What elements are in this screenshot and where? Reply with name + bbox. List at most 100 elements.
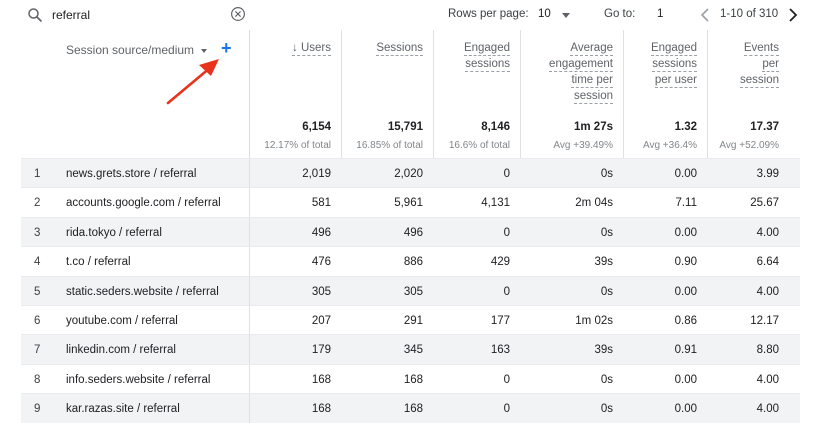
column-divider	[249, 306, 250, 335]
table-row[interactable]: 2 accounts.google.com / referral 581 5,961 4…	[21, 187, 800, 218]
clear-search-icon[interactable]	[229, 5, 247, 23]
rows-per-page-label: Rows per page:	[448, 8, 529, 20]
table-row[interactable]: 4 t.co / referral 476 886 429 39s 0.90 6.64	[21, 246, 800, 277]
row-index: 1	[34, 168, 41, 180]
rows-per-page-select[interactable]: 10	[538, 6, 578, 24]
table-row[interactable]: 7 linkedin.com / referral 179 345 163 39s 0.91…	[21, 334, 800, 365]
column-divider	[249, 159, 250, 188]
column-divider	[520, 30, 521, 158]
cell-users: 305	[311, 285, 331, 298]
cell-avg-engagement-time: 2m 04s	[575, 197, 613, 210]
column-header-text: sessions	[465, 58, 510, 72]
cell-users: 179	[311, 344, 331, 357]
row-index: 6	[34, 315, 41, 327]
row-index: 9	[34, 403, 41, 416]
dimension-header[interactable]: Session source/medium	[66, 43, 195, 57]
column-header-events-per-session[interactable]: Events per session	[713, 40, 779, 88]
rows-per-page-value: 10	[538, 8, 551, 20]
column-header-engaged-sessions[interactable]: Engaged sessions	[439, 40, 510, 72]
row-source-medium: static.seders.website / referral	[66, 285, 219, 298]
search-input[interactable]: referral	[52, 8, 91, 22]
column-divider	[249, 217, 250, 247]
column-header-text: Events	[743, 42, 779, 56]
cell-avg-engagement-time: 0s	[600, 403, 613, 416]
cell-avg-engagement-time: 39s	[594, 344, 613, 357]
search-icon	[28, 8, 42, 22]
column-total: 15,791	[387, 121, 423, 133]
column-header-text: Sessions	[376, 42, 423, 56]
cell-sessions: 496	[403, 226, 423, 239]
row-source-medium: kar.razas.site / referral	[66, 403, 180, 416]
dimension-dropdown-icon[interactable]	[201, 49, 207, 53]
cell-engaged-per-user: 0.91	[674, 344, 697, 357]
column-header-text: session	[574, 90, 613, 104]
pagination-range: 1-10 of 310	[720, 8, 779, 20]
table-toolbar: referral Rows per page: 10 Go to: 1-10 o…	[0, 0, 823, 30]
column-total-subtext: Avg +52.09%	[719, 140, 779, 151]
row-index: 8	[34, 373, 41, 386]
cell-events-per-session: 12.17	[750, 315, 779, 327]
cell-engaged-sessions: 0	[503, 168, 510, 180]
column-header-users[interactable]: ↓ Users	[255, 40, 331, 56]
column-header-sessions[interactable]: Sessions	[347, 40, 423, 56]
previous-page-icon[interactable]	[698, 6, 712, 24]
table-header: Session source/medium + ↓ Users 6,154 12.1…	[0, 30, 823, 158]
cell-engaged-sessions: 0	[503, 403, 510, 416]
row-index: 2	[34, 197, 41, 210]
goto-page-input[interactable]	[654, 5, 690, 23]
cell-avg-engagement-time: 0s	[600, 285, 613, 298]
cell-avg-engagement-time: 1m 02s	[575, 315, 613, 327]
chevron-down-icon	[562, 13, 570, 18]
cell-sessions: 886	[403, 256, 423, 269]
add-dimension-icon[interactable]: +	[221, 38, 232, 58]
column-header-avg-engagement-time[interactable]: Average engagement time per session	[526, 40, 613, 104]
cell-engaged-sessions: 0	[503, 373, 510, 386]
cell-engaged-per-user: 0.00	[674, 373, 697, 386]
cell-sessions: 291	[403, 315, 423, 327]
next-page-icon[interactable]	[786, 6, 800, 24]
column-header-text: Average	[570, 42, 613, 56]
table-row[interactable]: 6 youtube.com / referral 207 291 177 1m 02s 0.…	[21, 305, 800, 335]
row-source-medium: info.seders.website / referral	[66, 373, 211, 386]
column-divider	[249, 30, 250, 158]
cell-engaged-sessions: 163	[490, 344, 510, 357]
column-header-text: Engaged	[463, 42, 510, 56]
column-divider	[623, 30, 624, 158]
cell-engaged-per-user: 0.00	[674, 226, 697, 239]
cell-engaged-per-user: 0.00	[674, 285, 697, 298]
cell-avg-engagement-time: 0s	[600, 226, 613, 239]
column-total: 6,154	[302, 121, 331, 133]
row-index: 5	[34, 285, 41, 298]
cell-sessions: 168	[403, 403, 423, 416]
table-row[interactable]: 3 rida.tokyo / referral 496 496 0 0s 0.00 4.00	[21, 216, 800, 247]
cell-events-per-session: 4.00	[756, 226, 779, 239]
table-row[interactable]: 8 info.seders.website / referral 168 168 0 0s…	[21, 363, 800, 394]
cell-users: 168	[311, 403, 331, 416]
row-source-medium: linkedin.com / referral	[66, 344, 176, 357]
column-total-subtext: Avg +36.4%	[642, 140, 697, 151]
column-total-subtext: 12.17% of total	[264, 140, 331, 151]
column-header-text: per user	[654, 74, 697, 88]
table-row[interactable]: 1 news.grets.store / referral 2,019 2,020 0 0…	[21, 158, 800, 188]
cell-engaged-per-user: 0.86	[674, 315, 697, 327]
cell-users: 581	[311, 197, 331, 210]
cell-users: 2,019	[302, 168, 331, 180]
cell-engaged-per-user: 0.00	[674, 403, 697, 416]
column-divider	[249, 364, 250, 394]
table-row[interactable]: 9 kar.razas.site / referral 168 168 0 0s 0.00 4…	[21, 393, 800, 423]
cell-events-per-session: 25.67	[750, 197, 779, 210]
cell-events-per-session: 3.99	[756, 168, 779, 180]
column-header-text: Engaged	[650, 42, 697, 56]
table-row[interactable]: 5 static.seders.website / referral 305 305 0…	[21, 275, 800, 306]
cell-engaged-per-user: 0.90	[674, 256, 697, 269]
column-header-engaged-per-user[interactable]: Engaged sessions per user	[629, 40, 697, 88]
cell-engaged-sessions: 177	[490, 315, 510, 327]
cell-sessions: 305	[403, 285, 423, 298]
column-divider	[341, 30, 342, 158]
column-total-subtext: 16.85% of total	[356, 140, 423, 151]
column-header-text: engagement	[549, 58, 613, 72]
column-divider	[249, 335, 250, 365]
column-divider	[249, 394, 250, 423]
cell-events-per-session: 4.00	[756, 403, 779, 416]
row-source-medium: news.grets.store / referral	[66, 168, 197, 180]
